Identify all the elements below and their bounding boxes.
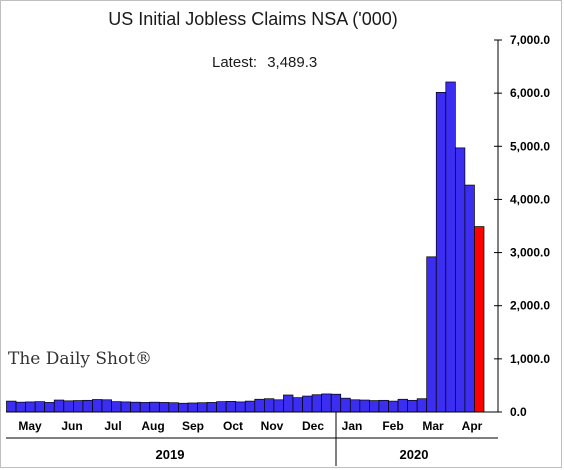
bars: [6, 81, 485, 413]
bar: [158, 402, 170, 413]
bar: [435, 91, 447, 413]
bar: [82, 399, 93, 413]
x-year-label: 2020: [400, 447, 429, 462]
bar: [111, 401, 122, 413]
bar: [101, 399, 112, 413]
bar: [63, 400, 74, 413]
y-tick-label: 0.0: [510, 405, 527, 419]
x-tick-label: Apr: [462, 419, 483, 433]
bar: [426, 256, 437, 413]
bar: [120, 401, 131, 413]
bar: [235, 401, 246, 413]
bar: [273, 399, 284, 413]
bar: [149, 401, 160, 413]
bar: [15, 401, 26, 413]
bar: [359, 399, 370, 413]
bar: [44, 402, 55, 413]
bar: [464, 184, 475, 413]
watermark-logo: The Daily Shot®: [8, 349, 152, 369]
bar: [72, 400, 84, 413]
bar: [53, 399, 65, 413]
y-tick-label: 6,000.0: [510, 86, 550, 100]
x-tick-label: Jan: [342, 419, 363, 433]
x-tick-label: Jul: [104, 419, 121, 433]
bar: [445, 81, 456, 413]
x-year-label: 2019: [156, 447, 185, 462]
bar: [455, 147, 466, 413]
bar: [254, 398, 265, 413]
bar: [416, 398, 428, 413]
x-tick-label: Dec: [302, 419, 324, 433]
x-axis: May Jun Jul Aug Sep Oct Nov Dec Jan Feb Mar Apr 2019…: [6, 411, 498, 466]
bar: [311, 394, 323, 413]
bar: [206, 402, 217, 413]
chart-title: US Initial Jobless Claims NSA ('000): [108, 9, 398, 29]
bar: [388, 400, 399, 413]
bar: [130, 401, 141, 413]
bar: [302, 395, 313, 413]
x-tick-label: Mar: [422, 419, 444, 433]
bar: [407, 399, 418, 413]
x-tick-label: Aug: [141, 419, 164, 433]
bar: [6, 400, 17, 413]
bar: [378, 399, 389, 413]
bar: [321, 393, 332, 413]
bar: [197, 402, 208, 413]
y-axis: 0.0 1,000.0 2,000.0 3,000.0 4,000.0 5,000.0 6,…: [494, 33, 550, 419]
bar: [187, 402, 198, 413]
x-tick-label: Oct: [223, 419, 243, 433]
y-tick-label: 4,000.0: [510, 192, 550, 206]
bar: [369, 400, 380, 413]
latest-annotation: Latest: 3,489.3: [212, 54, 317, 71]
y-tick-label: 5,000.0: [510, 139, 550, 153]
bar: [168, 402, 179, 413]
y-tick-label: 3,000.0: [510, 246, 550, 260]
bar: [92, 399, 103, 413]
bar: [34, 401, 46, 413]
bar: [397, 398, 408, 413]
bar: [283, 394, 294, 413]
bar: [340, 397, 351, 413]
bar: [349, 399, 361, 413]
y-tick-label: 7,000.0: [510, 33, 550, 47]
bar: [225, 401, 237, 413]
x-tick-label: Sep: [182, 419, 204, 433]
bar: [25, 401, 36, 413]
bar: [216, 401, 227, 413]
bar: [139, 402, 151, 413]
bar: [264, 398, 275, 413]
bar: [330, 393, 342, 413]
y-tick-label: 2,000.0: [510, 299, 550, 313]
x-tick-label: May: [18, 419, 42, 433]
x-tick-label: Nov: [261, 419, 284, 433]
latest-label: Latest:: [212, 54, 257, 71]
bar: [292, 397, 303, 413]
x-tick-label: Feb: [382, 419, 403, 433]
y-tick-label: 1,000.0: [510, 352, 550, 366]
bar: [244, 400, 256, 413]
bar-latest: [474, 226, 485, 413]
bar: [178, 402, 189, 413]
x-tick-label: Jun: [61, 419, 82, 433]
latest-value: 3,489.3: [267, 54, 317, 71]
